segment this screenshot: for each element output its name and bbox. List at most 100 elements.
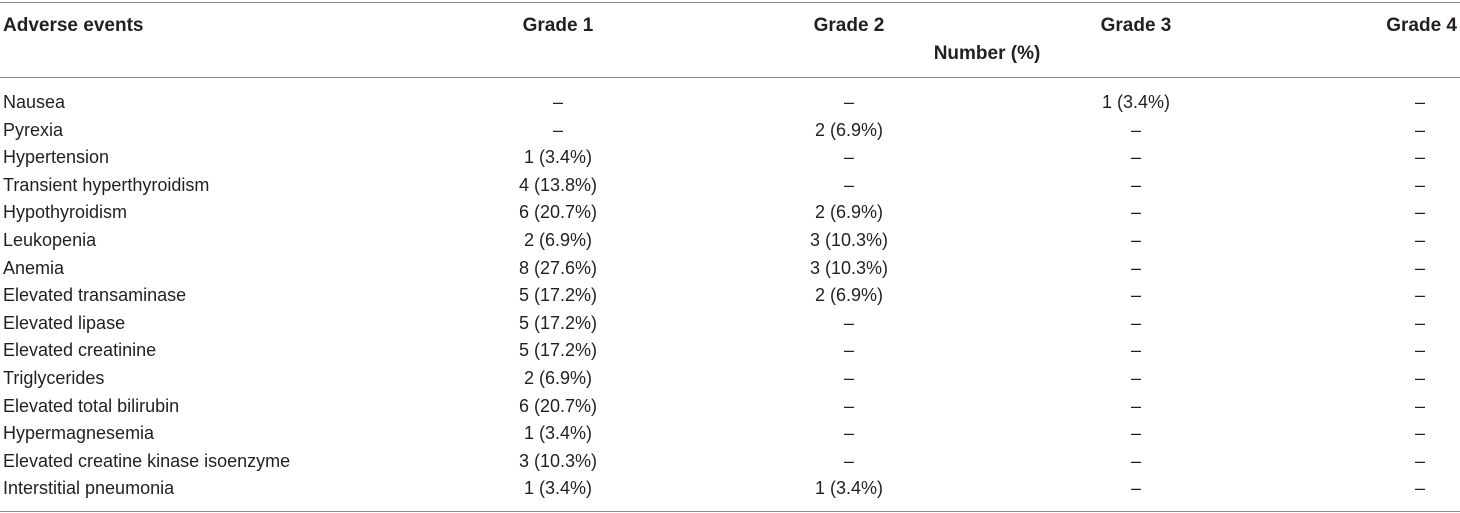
table-top-rule [0, 2, 1460, 3]
cell-grade-3: 1 (3.4%) [1101, 92, 1171, 112]
cell-grade-1: 5 (17.2%) [518, 340, 598, 361]
cell-grade-1: – [552, 119, 563, 140]
header-divider-rule [0, 77, 1460, 78]
table-row: Hypothyroidism 6 (20.7%) 2 (6.9%) – – [0, 199, 1460, 227]
table-row: Pyrexia – 2 (6.9%) – – [0, 117, 1460, 145]
cell-grade-3: – [1130, 285, 1141, 306]
cell-grade-3: – [1130, 423, 1141, 444]
cell-event: Triglycerides [3, 367, 105, 388]
cell-event: Elevated creatinine [3, 340, 157, 361]
cell-grade-1: 3 (10.3%) [518, 450, 598, 471]
cell-event: Elevated total bilirubin [3, 395, 180, 416]
cell-grade-1: 1 (3.4%) [523, 147, 593, 168]
cell-grade-2: 2 (6.9%) [814, 285, 884, 306]
cell-grade-1: 2 (6.9%) [523, 229, 593, 250]
cell-event: Hypertension [3, 147, 110, 168]
cell-grade-4: – [1414, 202, 1425, 223]
cell-grade-3: – [1130, 395, 1141, 416]
table-row: Elevated creatinine 5 (17.2%) – – – [0, 337, 1460, 365]
cell-event: Interstitial pneumonia [3, 478, 175, 499]
table-row: Elevated lipase 5 (17.2%) – – – [0, 310, 1460, 338]
cell-grade-2: 1 (3.4%) [814, 478, 884, 499]
cell-grade-2: 2 (6.9%) [814, 119, 884, 140]
table-row: Hypermagnesemia 1 (3.4%) – – – [0, 420, 1460, 448]
cell-grade-1: 1 (3.4%) [523, 478, 593, 499]
cell-grade-2: – [843, 92, 854, 112]
cell-grade-1: 5 (17.2%) [518, 312, 598, 333]
cell-grade-1: 5 (17.2%) [518, 285, 598, 306]
cell-grade-2: – [843, 340, 854, 361]
cell-grade-2: – [843, 147, 854, 168]
header-adverse-events: Adverse events [3, 15, 144, 36]
cell-event: Transient hyperthyroidism [3, 174, 210, 195]
cell-grade-2: – [843, 174, 854, 195]
cell-grade-3: – [1130, 147, 1141, 168]
cell-grade-3: – [1130, 119, 1141, 140]
cell-event: Elevated transaminase [3, 285, 187, 306]
cell-event: Anemia [3, 257, 65, 278]
table-row: Hypertension 1 (3.4%) – – – [0, 144, 1460, 172]
cell-grade-3: – [1130, 312, 1141, 333]
cell-grade-4: – [1414, 174, 1425, 195]
cell-grade-4: – [1414, 92, 1425, 112]
table-row: Transient hyperthyroidism 4 (13.8%) – – – [0, 172, 1460, 200]
cell-grade-3: – [1130, 450, 1141, 471]
table-row: Nausea – – 1 (3.4%) – [0, 89, 1460, 117]
cell-grade-2: 3 (10.3%) [809, 229, 889, 250]
cell-grade-4: – [1414, 119, 1425, 140]
table-row: Anemia 8 (27.6%) 3 (10.3%) – – [0, 255, 1460, 283]
cell-event: Leukopenia [3, 229, 97, 250]
table-bottom-rule [0, 511, 1460, 512]
cell-grade-1: 6 (20.7%) [518, 202, 598, 223]
table-row: Elevated total bilirubin 6 (20.7%) – – – [0, 393, 1460, 421]
cell-event: Hypothyroidism [3, 202, 128, 223]
cell-grade-3: – [1130, 174, 1141, 195]
cell-grade-2: – [843, 395, 854, 416]
cell-grade-3: – [1130, 478, 1141, 499]
cell-grade-3: – [1130, 202, 1141, 223]
cell-grade-1: 6 (20.7%) [518, 395, 598, 416]
cell-grade-4: – [1414, 367, 1425, 388]
cell-grade-3: – [1130, 257, 1141, 278]
table-row: Triglycerides 2 (6.9%) – – – [0, 365, 1460, 393]
cell-event: Elevated creatine kinase isoenzyme [3, 450, 291, 471]
cell-grade-4: – [1414, 285, 1425, 306]
cell-grade-1: 4 (13.8%) [518, 174, 598, 195]
cell-grade-4: – [1414, 395, 1425, 416]
cell-grade-4: – [1414, 423, 1425, 444]
table-body: Nausea – – 1 (3.4%) – Pyrexia – 2 (6.9%) – – Hyp… [0, 89, 1460, 503]
cell-grade-2: – [843, 423, 854, 444]
cell-grade-4: – [1414, 478, 1425, 499]
table-row: Interstitial pneumonia 1 (3.4%) 1 (3.4%) – – [0, 475, 1460, 503]
cell-grade-3: – [1130, 229, 1141, 250]
cell-grade-3: – [1130, 367, 1141, 388]
cell-grade-4: – [1414, 257, 1425, 278]
cell-grade-1: 1 (3.4%) [523, 423, 593, 444]
cell-grade-4: – [1414, 340, 1425, 361]
cell-grade-3: – [1130, 340, 1141, 361]
header-unit-label: Number (%) [933, 43, 1041, 64]
cell-grade-2: 3 (10.3%) [809, 257, 889, 278]
cell-grade-4: – [1414, 312, 1425, 333]
table-row: Elevated creatine kinase isoenzyme 3 (10.… [0, 448, 1460, 476]
cell-grade-1: 8 (27.6%) [518, 257, 598, 278]
table-row: Elevated transaminase 5 (17.2%) 2 (6.9%) – – [0, 282, 1460, 310]
cell-grade-4: – [1414, 229, 1425, 250]
header-grade-1: Grade 1 [522, 15, 594, 36]
cell-event: Pyrexia [3, 119, 64, 140]
cell-grade-2: – [843, 367, 854, 388]
table-row: Leukopenia 2 (6.9%) 3 (10.3%) – – [0, 227, 1460, 255]
cell-event: Hypermagnesemia [3, 423, 155, 444]
header-grade-4: Grade 4 [1386, 15, 1457, 36]
header-grade-3: Grade 3 [1100, 15, 1172, 36]
cell-grade-1: – [552, 92, 563, 112]
cell-grade-2: – [843, 312, 854, 333]
cell-grade-2: – [843, 450, 854, 471]
cell-grade-4: – [1414, 450, 1425, 471]
cell-grade-2: 2 (6.9%) [814, 202, 884, 223]
cell-event: Elevated lipase [3, 312, 126, 333]
cell-grade-4: – [1414, 147, 1425, 168]
header-grade-2: Grade 2 [813, 15, 885, 36]
cell-event: Nausea [3, 92, 66, 112]
